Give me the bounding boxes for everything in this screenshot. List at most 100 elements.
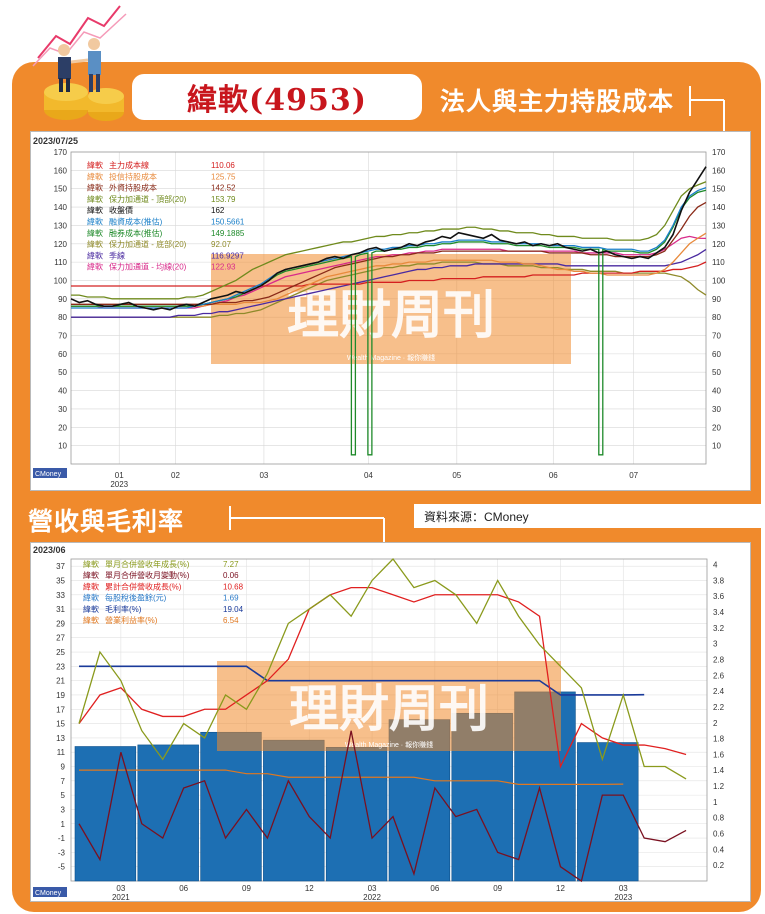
y-tick-label-right: 1.6 bbox=[713, 750, 725, 759]
y-tick-label: 29 bbox=[56, 619, 65, 628]
y-tick-label-right: 1 bbox=[713, 798, 718, 807]
section-title: 營收與毛利率 bbox=[28, 507, 185, 536]
y-tick-label-right: 50 bbox=[712, 368, 721, 377]
y-tick-label-right: 2 bbox=[713, 719, 718, 728]
title-bracket-2 bbox=[229, 506, 385, 544]
x-tick-label: 12 bbox=[305, 884, 314, 893]
legend-stock: 緯軟 bbox=[83, 581, 99, 591]
y-tick-label-right: 2.4 bbox=[713, 687, 725, 696]
y-tick-label-right: 3.8 bbox=[713, 576, 725, 585]
y-tick-label: 27 bbox=[56, 634, 65, 643]
y-tick-label-right: 110 bbox=[712, 258, 725, 267]
y-tick-label-right: 130 bbox=[712, 221, 726, 230]
series-line-yoy bbox=[78, 557, 687, 780]
legend-value: 150.5661 bbox=[211, 218, 245, 227]
y-tick-label-right: 150 bbox=[712, 185, 726, 194]
y-tick-label-right: 120 bbox=[712, 240, 726, 249]
y-tick-label: 5 bbox=[61, 791, 66, 800]
y-tick-label: -5 bbox=[58, 863, 66, 872]
y-tick-label-right: 100 bbox=[712, 276, 726, 285]
y-tick-label-right: 3.6 bbox=[713, 592, 725, 601]
x-tick-label: 05 bbox=[452, 471, 461, 480]
page-title: 法人與主力持股成本 bbox=[440, 87, 675, 116]
y-tick-label: 21 bbox=[56, 677, 65, 686]
y-tick-label: 23 bbox=[56, 662, 65, 671]
y-tick-label-right: 20 bbox=[712, 423, 721, 432]
series-line-close bbox=[70, 166, 707, 311]
legend-label: 單月合併營收年成長(%) bbox=[105, 559, 190, 569]
y-tick-label: 110 bbox=[54, 258, 67, 267]
y-tick-label-right: 170 bbox=[712, 148, 726, 157]
x-tick-label: 06 bbox=[179, 884, 188, 893]
legend-stock: 緯軟 bbox=[87, 250, 103, 260]
y-tick-label: 40 bbox=[58, 387, 67, 396]
x-tick-label: 03 bbox=[368, 884, 377, 893]
legend-stock: 緯軟 bbox=[83, 615, 99, 625]
y-tick-label: 130 bbox=[54, 221, 68, 230]
eps-bar bbox=[263, 739, 325, 882]
y-tick-label: 33 bbox=[56, 591, 65, 600]
legend-stock: 緯軟 bbox=[87, 171, 103, 181]
brand-label: CMoney bbox=[35, 471, 62, 478]
legend-label: 收盤價 bbox=[109, 205, 133, 215]
brand-badge bbox=[33, 468, 67, 478]
y-tick-label-right: 70 bbox=[712, 332, 721, 341]
series-line-cum_growth bbox=[78, 586, 687, 769]
legend-value: 7.27 bbox=[223, 560, 239, 569]
legend-label: 融資成本(推估) bbox=[109, 217, 163, 227]
y-tick-label-right: 1.4 bbox=[713, 766, 725, 775]
source-label: 資料來源：CMoney bbox=[424, 510, 529, 524]
watermark-text: 理財周刊 bbox=[289, 681, 489, 737]
y-tick-label: 20 bbox=[58, 423, 67, 432]
legend-value: 162 bbox=[211, 206, 225, 215]
legend-label: 毛利率(%) bbox=[105, 604, 142, 614]
legend-stock: 緯軟 bbox=[87, 239, 103, 249]
y-tick-label-right: 40 bbox=[712, 387, 721, 396]
legend-stock: 緯軟 bbox=[83, 559, 99, 569]
y-tick-label: 60 bbox=[58, 350, 67, 359]
y-tick-label: 90 bbox=[58, 295, 67, 304]
legend-value: 110.06 bbox=[211, 161, 235, 170]
legend-stock: 緯軟 bbox=[83, 593, 99, 603]
x-tick-year: 2023 bbox=[614, 893, 632, 901]
legend-value: 153.79 bbox=[211, 195, 236, 204]
y-tick-label-right: 1.2 bbox=[713, 782, 725, 791]
series-line-mom bbox=[78, 730, 687, 883]
y-tick-label: 25 bbox=[56, 648, 65, 657]
legend-value: 122.93 bbox=[211, 263, 236, 272]
legend-label: 單月合併營收月變動(%) bbox=[105, 570, 190, 580]
x-tick-year: 2021 bbox=[112, 893, 130, 901]
eps-bar bbox=[74, 746, 137, 882]
y-tick-label: 7 bbox=[61, 777, 66, 786]
legend-value: 19.04 bbox=[223, 605, 244, 614]
y-tick-label: 160 bbox=[54, 166, 68, 175]
watermark-subtext: Wealth Magazine · 報你賺錢 bbox=[347, 353, 435, 362]
eps-bar bbox=[200, 731, 262, 882]
y-tick-label: 100 bbox=[54, 276, 68, 285]
x-tick-label: 04 bbox=[364, 471, 373, 480]
y-tick-label: -3 bbox=[58, 848, 66, 857]
brand-label: CMoney bbox=[35, 890, 62, 897]
watermark-box bbox=[217, 661, 561, 751]
x-tick-label: 09 bbox=[493, 884, 502, 893]
eps-bar bbox=[137, 744, 199, 882]
legend-value: 6.54 bbox=[223, 616, 239, 625]
x-tick-label: 06 bbox=[549, 471, 558, 480]
y-tick-label: 3 bbox=[61, 805, 66, 814]
series-line-boll_lower bbox=[71, 261, 707, 318]
revenue-chart: 2023/06-5-3-1135791113151719212325272931… bbox=[33, 545, 725, 902]
y-tick-label: 30 bbox=[58, 405, 67, 414]
legend-stock: 緯軟 bbox=[83, 604, 99, 614]
x-tick-label: 03 bbox=[259, 471, 268, 480]
series-line-short_cost bbox=[71, 189, 707, 456]
y-tick-label-right: 0.6 bbox=[713, 830, 725, 839]
legend-label: 保力加通道 - 均線(20) bbox=[109, 262, 187, 272]
y-tick-label: 17 bbox=[56, 705, 65, 714]
handshake-coins-illustration bbox=[32, 5, 127, 121]
eps-bar bbox=[325, 746, 388, 882]
y-tick-label: 140 bbox=[54, 203, 68, 212]
legend-label: 保力加通道 - 底部(20) bbox=[109, 239, 187, 249]
legend-stock: 緯軟 bbox=[83, 570, 99, 580]
x-tick-label: 03 bbox=[116, 884, 125, 893]
y-tick-label-right: 10 bbox=[712, 442, 721, 451]
